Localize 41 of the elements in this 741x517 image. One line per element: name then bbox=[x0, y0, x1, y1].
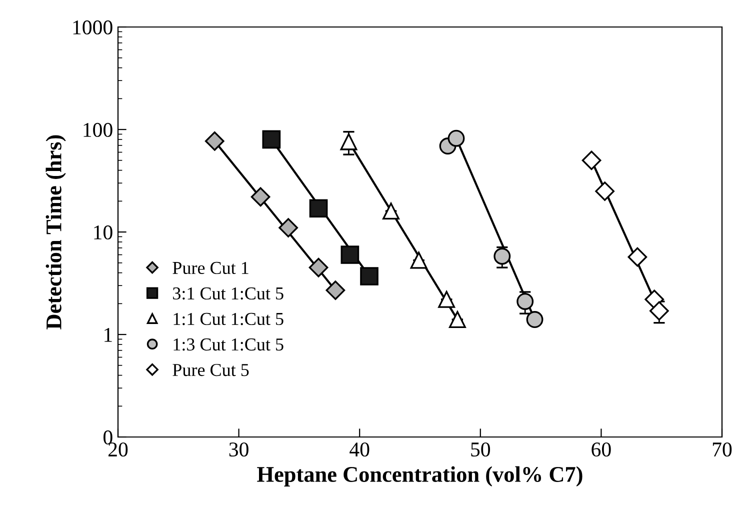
y-tick-label: 1 bbox=[104, 328, 112, 342]
x-axis-title: Heptane Concentration (vol% C7) bbox=[257, 466, 582, 486]
legend-label: Pure Cut 5 bbox=[172, 364, 249, 376]
point bbox=[516, 293, 534, 310]
point bbox=[644, 290, 664, 310]
x-tick-label: 50 bbox=[471, 442, 490, 457]
point bbox=[309, 199, 328, 218]
point bbox=[340, 133, 358, 150]
x-tick-label: 40 bbox=[350, 442, 370, 457]
legend-label: 1:3 Cut 1:Cut 5 bbox=[174, 338, 284, 351]
y-tick-label: 10 bbox=[94, 225, 112, 240]
point bbox=[410, 252, 428, 269]
point bbox=[595, 182, 614, 201]
point bbox=[438, 290, 456, 308]
point bbox=[204, 131, 224, 151]
y-tick-label: 100 bbox=[84, 122, 112, 137]
point bbox=[382, 202, 400, 220]
point bbox=[326, 280, 346, 300]
point bbox=[278, 218, 298, 238]
point bbox=[262, 130, 281, 149]
x-tick-label: 20 bbox=[108, 442, 128, 457]
point bbox=[308, 258, 328, 278]
point bbox=[526, 311, 544, 328]
point bbox=[494, 248, 511, 265]
y-tick-label: 0 bbox=[104, 430, 112, 444]
point bbox=[582, 150, 602, 170]
point bbox=[360, 267, 378, 286]
point bbox=[340, 246, 360, 264]
legend-label: 1:1 Cut 1:Cut 5 bbox=[174, 312, 284, 326]
x-tick-label: 60 bbox=[592, 442, 611, 457]
x-tick-label: 70 bbox=[712, 442, 732, 457]
legend-label: Pure Cut 1 bbox=[172, 262, 248, 274]
point bbox=[448, 130, 465, 147]
y-tick-label: 1000 bbox=[73, 20, 112, 34]
point bbox=[650, 301, 669, 321]
point bbox=[250, 187, 270, 207]
y-axis-title: Detection Time (hrs) bbox=[46, 135, 66, 330]
point bbox=[448, 311, 466, 328]
legend-label: 3:1 Cut 1:Cut 5 bbox=[173, 287, 284, 300]
x-tick-label: 30 bbox=[229, 442, 248, 457]
point bbox=[628, 247, 648, 267]
